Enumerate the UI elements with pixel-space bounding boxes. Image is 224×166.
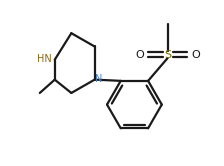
Text: HN: HN — [37, 54, 52, 64]
Text: O: O — [191, 50, 200, 60]
Text: S: S — [164, 50, 171, 60]
Text: O: O — [135, 50, 144, 60]
Text: N: N — [95, 74, 103, 84]
